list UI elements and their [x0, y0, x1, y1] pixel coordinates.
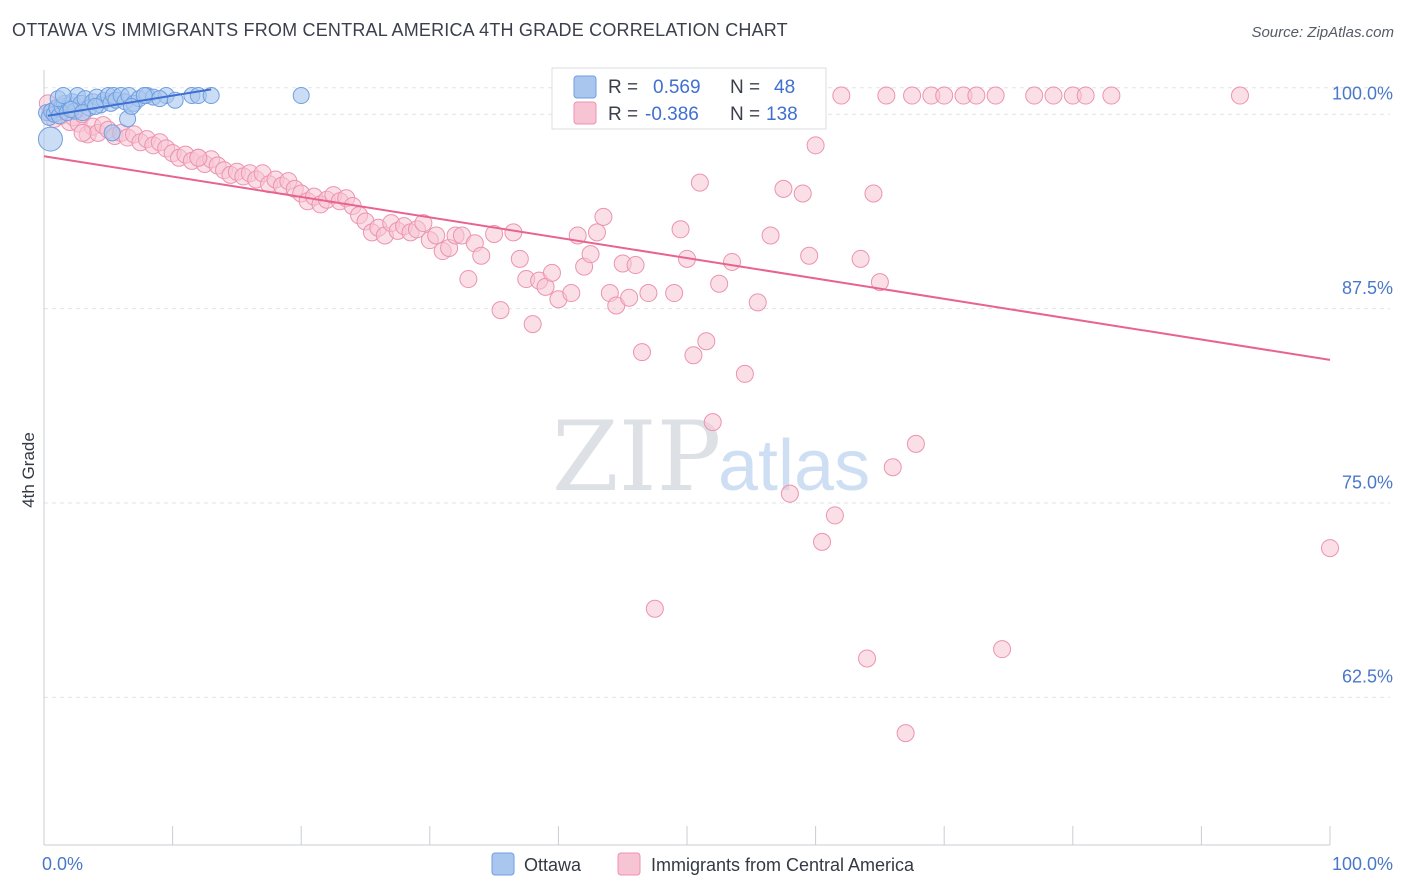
point-immigrants-103 — [697, 332, 716, 351]
point-immigrants-124 — [896, 724, 915, 743]
source-label: Source: ZipAtlas.com — [1251, 24, 1394, 41]
point-immigrants-109 — [761, 226, 780, 245]
point-immigrants-74 — [491, 301, 510, 320]
axes — [43, 70, 1331, 846]
point-immigrants-104 — [703, 413, 722, 432]
y-tick-label-2: 75.0% — [1342, 472, 1393, 492]
y-tick-label-1: 87.5% — [1342, 278, 1393, 298]
point-immigrants-122 — [877, 86, 896, 105]
point-immigrants-113 — [800, 246, 819, 265]
point-immigrants-70 — [459, 270, 478, 289]
point-immigrants-128 — [935, 86, 954, 105]
point-immigrants-125 — [903, 86, 922, 105]
point-immigrants-99 — [671, 220, 690, 239]
point-immigrants-111 — [780, 484, 799, 503]
point-immigrants-138 — [1321, 539, 1339, 558]
legend-r-label-ottawa: R = — [608, 77, 638, 98]
point-immigrants-83 — [562, 284, 581, 303]
point-immigrants-119 — [858, 649, 877, 668]
point-immigrants-110 — [774, 179, 793, 198]
point-immigrants-139 — [1076, 86, 1095, 105]
bottom-legend-swatch-ottawa — [491, 852, 515, 876]
watermark-zip: ZIP — [552, 401, 721, 513]
point-immigrants-112 — [793, 184, 812, 203]
point-ottawa-36 — [292, 87, 310, 105]
point-immigrants-76 — [510, 249, 529, 268]
point-immigrants-140 — [73, 123, 92, 142]
point-immigrants-134 — [1044, 86, 1063, 105]
legend-n-value-ottawa: 48 — [774, 77, 795, 98]
point-immigrants-105 — [710, 274, 729, 293]
x-tick-label-1: 100.0% — [1332, 854, 1393, 874]
bottom-legend: Ottawa Immigrants from Central America — [491, 852, 915, 876]
correlation-legend: R = 0.569 N = 48 R = -0.386 N = 138 — [551, 67, 827, 130]
point-ottawa-39 — [37, 126, 63, 152]
point-immigrants-121 — [870, 273, 889, 292]
point-immigrants-137 — [1230, 86, 1249, 105]
point-immigrants-114 — [806, 136, 825, 155]
point-immigrants-102 — [690, 173, 709, 192]
point-ottawa-38 — [103, 124, 121, 142]
point-immigrants-130 — [967, 86, 986, 105]
legend-box — [551, 67, 827, 130]
trend-line-ottawa — [47, 88, 212, 117]
point-immigrants-120 — [864, 184, 883, 203]
legend-r-value-immigrants: -0.386 — [645, 104, 699, 125]
x-tick-labels: 0.0% 100.0% — [42, 854, 1393, 874]
legend-r-value-ottawa: 0.569 — [653, 77, 701, 98]
series-immigrants-central-america — [38, 86, 1339, 743]
point-immigrants-118 — [851, 249, 870, 268]
point-immigrants-87 — [587, 223, 606, 242]
point-immigrants-126 — [906, 434, 925, 453]
point-immigrants-63 — [414, 214, 433, 233]
point-immigrants-88 — [594, 207, 613, 226]
trend-lines — [43, 88, 1331, 361]
point-immigrants-93 — [626, 256, 645, 275]
legend-n-label-ottawa: N = — [730, 77, 760, 98]
legend-swatch-immigrants — [573, 101, 597, 125]
legend-r-label-immigrants: R = — [608, 104, 638, 125]
point-immigrants-73 — [485, 224, 504, 243]
point-immigrants-94 — [632, 343, 651, 362]
point-immigrants-95 — [639, 284, 658, 303]
bottom-legend-label-ottawa: Ottawa — [524, 855, 582, 875]
point-immigrants-98 — [665, 284, 684, 303]
point-immigrants-123 — [883, 458, 902, 477]
point-immigrants-117 — [832, 86, 851, 105]
legend-n-value-immigrants: 138 — [766, 104, 798, 125]
point-immigrants-78 — [523, 315, 542, 334]
point-ottawa-35 — [202, 87, 220, 105]
point-immigrants-132 — [993, 640, 1012, 659]
point-immigrants-116 — [825, 506, 844, 525]
bottom-legend-swatch-immigrants — [617, 852, 641, 876]
point-immigrants-92 — [620, 288, 639, 307]
point-immigrants-115 — [813, 532, 832, 551]
chart-title: OTTAWA VS IMMIGRANTS FROM CENTRAL AMERIC… — [12, 20, 788, 40]
x-tick-label-0: 0.0% — [42, 854, 83, 874]
point-immigrants-86 — [581, 245, 600, 264]
point-immigrants-106 — [723, 252, 742, 271]
trend-line-immigrants — [43, 155, 1331, 361]
point-immigrants-133 — [1025, 86, 1044, 105]
point-ottawa-46 — [54, 87, 72, 105]
y-tick-label-0: 100.0% — [1332, 84, 1393, 104]
point-immigrants-141 — [189, 148, 208, 167]
point-immigrants-101 — [684, 346, 703, 365]
y-axis-title: 4th Grade — [19, 432, 38, 508]
y-tick-labels: 100.0% 87.5% 75.0% 62.5% — [1332, 84, 1393, 687]
y-tick-label-3: 62.5% — [1342, 667, 1393, 687]
legend-swatch-ottawa — [573, 75, 597, 99]
point-immigrants-131 — [986, 86, 1005, 105]
legend-n-label-immigrants: N = — [730, 104, 760, 125]
point-immigrants-96 — [645, 599, 664, 618]
point-immigrants-81 — [542, 263, 561, 282]
series-ottawa — [37, 87, 310, 152]
bottom-legend-label-immigrants: Immigrants from Central America — [651, 855, 915, 875]
point-immigrants-65 — [427, 226, 446, 245]
point-immigrants-72 — [472, 246, 491, 265]
point-immigrants-108 — [748, 293, 767, 312]
point-immigrants-107 — [735, 364, 754, 383]
point-immigrants-136 — [1102, 86, 1121, 105]
